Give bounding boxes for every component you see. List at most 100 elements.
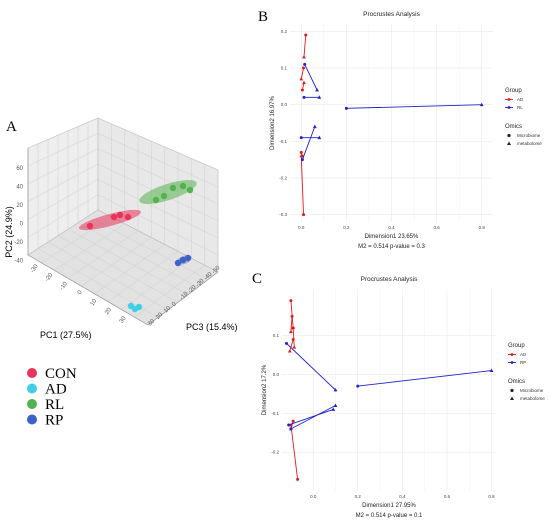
y-tick-label: 0.1 <box>273 333 280 338</box>
legend-marker-rl <box>27 399 37 409</box>
legend-group-label: AD <box>517 97 524 102</box>
pc3-tick-label: 0 <box>171 301 178 308</box>
pc3-axis-label: PC3 (15.4%) <box>186 322 238 332</box>
rl-point <box>186 186 194 194</box>
con-point <box>110 213 118 221</box>
x-tick-label: 0.8 <box>488 494 495 499</box>
y-tick-label: 0.0 <box>273 372 280 377</box>
legend: Group AD RP Omics Microbiome metabolome <box>508 343 545 401</box>
procrustes-link <box>303 34 307 58</box>
y-tick-label: 0.2 <box>281 29 288 34</box>
legend-label-rl: RL <box>45 397 64 413</box>
y-tick-label: -0.1 <box>271 411 279 416</box>
metabolome-point <box>479 102 484 107</box>
x-axis-label: Dimension1 23.65% <box>365 234 419 240</box>
rl-point <box>160 192 168 200</box>
x-tick-label: 0.2 <box>343 225 350 230</box>
rl-point <box>179 182 187 190</box>
procrustes-link <box>292 327 295 348</box>
y-tick-label: -0.3 <box>279 212 287 217</box>
y-axis-label: Dimension2 17.2% <box>262 364 268 415</box>
microbiome-point <box>299 150 303 154</box>
procrustes-link <box>346 104 482 109</box>
chart-caption: M2 = 0.514 p-value = 0.1 <box>356 513 423 519</box>
pc1-tick-label: -20 <box>44 272 54 283</box>
metabolome-point <box>333 388 338 392</box>
pc3-tick-label: 30 <box>147 318 156 327</box>
legend-marker-con <box>27 368 37 378</box>
microbiome-point <box>289 299 293 303</box>
microbiome-point <box>300 158 304 162</box>
pc2-tick-label: 40 <box>16 185 23 191</box>
procrustes-link <box>290 300 294 328</box>
metabolome-point <box>299 154 304 158</box>
pc3-tick-label: -40 <box>203 271 214 282</box>
procrustes-link <box>357 370 492 387</box>
procrustes-link <box>300 155 304 215</box>
rl-point <box>152 196 160 204</box>
legend-omics-label: metabolome <box>517 141 542 146</box>
microbiome-point <box>303 62 307 66</box>
legend-group-title: Group <box>508 343 525 349</box>
x-tick-label: 0.6 <box>444 494 451 499</box>
microbiome-point <box>302 213 306 217</box>
pc1-tick-label: 20 <box>104 307 113 316</box>
pc3-tick-label: -20 <box>187 284 198 295</box>
pc3-tick-label: -10 <box>179 291 190 302</box>
legend-group-label: RP <box>520 360 526 365</box>
ad-point <box>135 303 143 311</box>
legend-group-label: RL <box>517 105 523 110</box>
microbiome-point <box>291 338 295 341</box>
legend-omics-label: Microbiome <box>517 133 541 138</box>
legend: Group AD RL Omics Microbiome metabolome <box>505 88 542 146</box>
legend-omics-title: Omics <box>508 379 525 385</box>
con-ellipse <box>79 209 141 231</box>
procrustes-plot-b: Procrustes Analysis 0.0 0.2 0.4 0.6 0.8 0.2 0.1… <box>270 11 542 250</box>
metabolome-point <box>302 80 306 85</box>
procrustes-link <box>290 405 336 430</box>
legend-label-rp: RP <box>45 413 63 429</box>
metabolome-point <box>292 345 297 349</box>
chart-title: Procrustes Analysis <box>363 11 420 18</box>
plot-area <box>282 289 496 491</box>
metabolome-point <box>331 407 336 411</box>
pc3-tick-label: -50 <box>211 265 222 276</box>
legend-marker-ad <box>27 383 37 394</box>
rl-point <box>169 184 177 192</box>
pc1-tick-label: 10 <box>90 298 99 307</box>
pc1-axis-label: PC1 (27.5%) <box>40 330 92 340</box>
y-tick-label: -0.1 <box>279 139 287 144</box>
microbiome-point <box>302 95 306 99</box>
procrustes-link <box>290 316 293 332</box>
panel-label-a: A <box>6 119 17 135</box>
procrustes-link <box>290 424 299 480</box>
pc3-tick-label: -30 <box>195 278 206 289</box>
metabolome-point <box>287 349 292 353</box>
microbiome-point <box>287 423 291 427</box>
metabolome-point <box>312 124 317 129</box>
y-axis-label: Dimension2 16.97% <box>270 95 276 149</box>
x-tick-label: 0.4 <box>399 494 406 499</box>
pc2-tick-label: -40 <box>14 259 23 265</box>
legend-group-title: Group <box>505 88 522 94</box>
procrustes-plot-c: Procrustes Analysis 0.0 0.2 0.4 0.6 0.8 0.1 0.0… <box>262 276 545 519</box>
metabolome-point <box>489 368 494 372</box>
legend-group-label: AD <box>520 352 527 357</box>
procrustes-link <box>289 339 294 352</box>
rp-point <box>184 254 192 262</box>
con-point <box>116 211 124 219</box>
microbiome-point <box>289 427 293 431</box>
microbiome-point <box>291 419 295 423</box>
microbiome-point <box>291 326 295 330</box>
con-point <box>86 222 94 230</box>
metabolome-point <box>299 77 304 81</box>
pc1-tick-label: 0 <box>77 289 84 296</box>
pc1-tick-label: 30 <box>119 315 128 324</box>
metabolome-point <box>317 95 322 99</box>
x-axis-label: Dimension1 27.95% <box>362 503 416 509</box>
x-tick-label: 0.0 <box>310 494 317 499</box>
microbiome-point <box>302 66 306 70</box>
pc3-tick-label: 10 <box>163 305 172 314</box>
